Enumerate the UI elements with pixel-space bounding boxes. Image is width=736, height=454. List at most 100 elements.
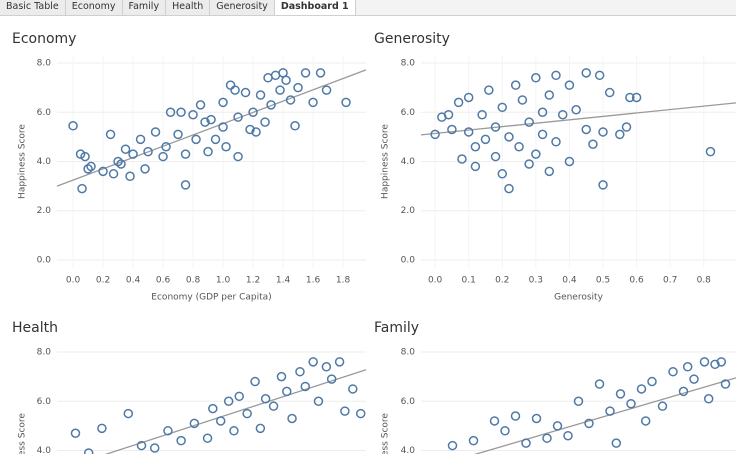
point [443,109,454,120]
point [300,381,311,392]
point [176,435,186,446]
point [229,426,239,436]
point [521,438,531,448]
point [218,122,228,132]
tab[interactable]: Generosity [210,0,275,15]
point [647,376,657,387]
point [510,411,521,421]
point [573,396,584,407]
point [125,171,135,182]
point [705,146,716,157]
point [83,448,94,454]
y-axis-title: Happiness Score [18,124,28,199]
point [188,109,198,120]
tab[interactable]: Dashboard 1 [274,0,356,15]
point [113,156,123,167]
point [225,80,236,90]
point [120,144,131,154]
y-tick-label: 6.0 [37,108,52,118]
x-tick-label: 0.6 [629,276,644,286]
point [255,90,266,100]
point [97,423,107,434]
point [326,374,337,384]
point [108,169,119,179]
point [484,85,494,95]
tab[interactable]: Basic Table [0,0,66,15]
point [453,97,464,108]
point [631,92,642,103]
point [200,117,210,127]
y-tick-label: 6.0 [37,397,52,407]
point [340,406,350,416]
point [557,109,568,120]
point [640,416,651,426]
point [497,169,508,179]
point [657,401,668,411]
point [173,129,183,140]
point [143,146,153,157]
tab[interactable]: Economy [65,0,123,15]
tab-bar: Basic Table Economy Family Health Generosity… [0,0,736,16]
y-axis-title: Happiness Score [381,124,391,199]
point [504,183,514,194]
point [255,423,266,434]
chart-title: Health [12,320,58,336]
y-tick-label: 8.0 [401,59,416,69]
y-tick-label: 6.0 [401,108,416,118]
point [348,384,358,394]
point [447,124,457,135]
chart-title: Generosity [374,31,450,47]
point [83,164,93,174]
point [75,149,86,159]
x-tick-label: 1.4 [276,276,291,286]
point [542,433,552,443]
point [180,180,191,190]
point [287,413,297,424]
point [594,70,605,81]
point [233,151,243,162]
x-tick-label: 1.0 [216,276,231,286]
point [716,357,727,367]
x-tick-label: 0.6 [156,276,171,286]
y-tick-label: 0.0 [401,255,416,265]
point [581,124,591,135]
point [260,117,270,127]
point [136,440,147,451]
point [251,127,261,137]
x-tick-label: 0.3 [529,276,543,286]
point [720,379,731,389]
point [489,416,500,426]
y-tick-label: 8.0 [37,59,52,69]
point [161,141,171,152]
point [625,92,635,103]
x-tick-label: 0.2 [96,276,110,286]
point [276,371,287,382]
point [163,426,173,436]
point [611,438,622,448]
tab[interactable]: Health [166,0,211,15]
point [240,87,251,98]
point [230,85,240,95]
point [149,443,160,453]
point [470,141,481,152]
y-tick-label: 6.0 [401,397,416,407]
y-tick-label: 4.0 [401,157,416,167]
point [266,100,276,110]
x-axis-title: Economy (GDP per Capita) [151,293,271,303]
y-tick-label: 4.0 [37,157,52,167]
point [223,396,234,407]
y-axis-title: Happiness Score [381,413,391,454]
point [260,394,271,404]
point [176,107,186,118]
point [80,151,90,162]
point [308,97,318,108]
point [341,97,351,108]
point [463,127,474,137]
trend-line [420,102,736,136]
point [604,87,615,98]
tab[interactable]: Family [122,0,167,15]
x-tick-label: 0.8 [186,276,201,286]
point [123,408,134,419]
point [544,166,555,177]
